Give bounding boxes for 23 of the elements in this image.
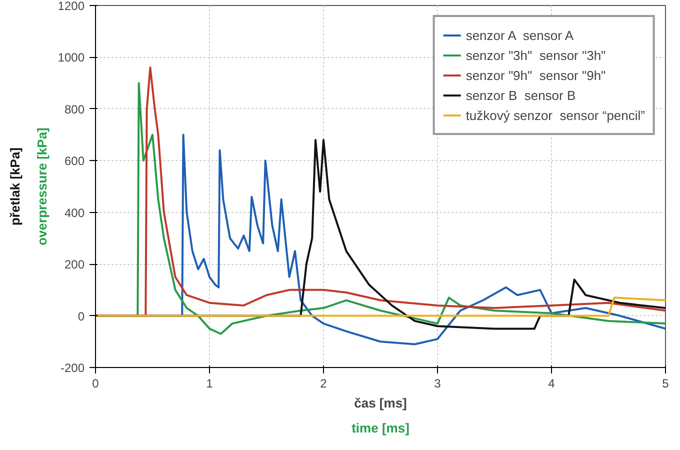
y-axis-title: přetlak [kPa] xyxy=(8,147,22,226)
y-tick-label: 1000 xyxy=(58,50,85,65)
y-tick-label: 800 xyxy=(64,102,85,116)
x-tick-label: 4 xyxy=(548,376,556,390)
y-tick-label: 600 xyxy=(64,154,85,168)
legend-label: senzor "9h" sensor "9h" xyxy=(466,67,606,83)
x-axis-title: čas [ms] xyxy=(354,396,407,410)
y-tick-label: 1200 xyxy=(58,0,85,13)
y-tick-label: 0 xyxy=(78,309,85,324)
legend-label: senzor "3h" sensor "3h" xyxy=(466,47,606,63)
x-tick-label: 5 xyxy=(662,376,670,390)
x-tick-label: 3 xyxy=(434,376,442,390)
x-tick-label: 2 xyxy=(320,376,328,390)
y-tick-label: 200 xyxy=(64,258,85,272)
y-tick-label: 400 xyxy=(64,206,85,220)
text: time [ms] xyxy=(352,420,410,436)
legend-label: senzor B sensor B xyxy=(466,87,576,103)
y-tick-label: -200 xyxy=(60,361,85,375)
x-tick-label: 0 xyxy=(92,376,100,390)
legend-label: senzor A sensor A xyxy=(466,27,574,43)
x-tick-label: 1 xyxy=(206,376,214,390)
legend-label: tužkový senzor sensor “pencil” xyxy=(466,107,645,123)
text: overpressure [kPa] xyxy=(34,128,50,246)
